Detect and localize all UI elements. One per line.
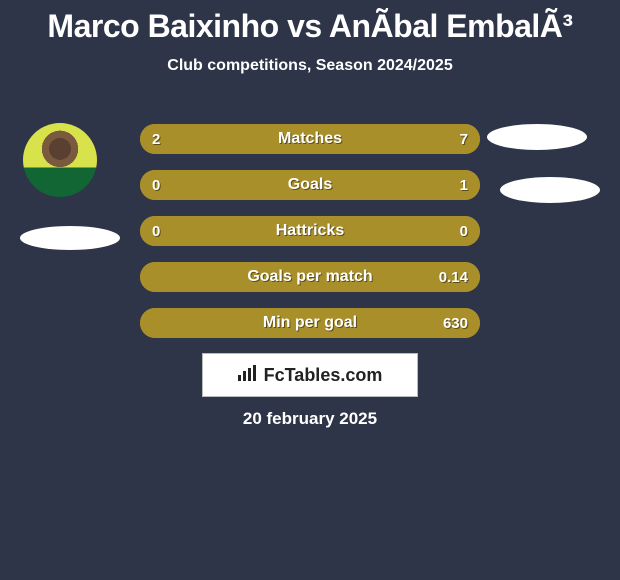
- player-right-club-oval: [500, 177, 600, 203]
- stat-bar-right-value: 1: [460, 170, 468, 200]
- stat-bar: Matches27: [140, 124, 480, 154]
- brand-box[interactable]: FcTables.com: [202, 353, 418, 397]
- stat-bar-right-fill: [140, 262, 480, 292]
- page-subtitle: Club competitions, Season 2024/2025: [0, 57, 620, 75]
- stat-bar-right-fill: [215, 124, 480, 154]
- player-left-club-oval: [20, 226, 120, 250]
- footer-date: 20 february 2025: [0, 409, 620, 429]
- stat-bar-left-value: 2: [152, 124, 160, 154]
- stat-bar-left-value: 0: [152, 216, 160, 246]
- stat-bar-right-value: 0: [460, 216, 468, 246]
- stat-bar-right-value: 7: [460, 124, 468, 154]
- brand-chart-icon: [238, 365, 258, 386]
- stat-bar: Goals per match0.14: [140, 262, 480, 292]
- stat-bar-right-value: 630: [443, 308, 468, 338]
- brand-text: FcTables.com: [264, 365, 383, 386]
- stat-bars: Matches27Goals01Hattricks00Goals per mat…: [140, 124, 480, 354]
- player-right-avatar-oval: [487, 124, 587, 150]
- stat-bar: Hattricks00: [140, 216, 480, 246]
- stat-bar-left-value: 0: [152, 170, 160, 200]
- player-left-avatar: [23, 123, 97, 197]
- stat-bar-right-fill: [310, 216, 480, 246]
- page-title: Marco Baixinho vs AnÃ­bal EmbalÃ³: [0, 0, 620, 45]
- stat-bar-right-fill: [140, 308, 480, 338]
- stat-bar-right-fill: [140, 170, 480, 200]
- comparison-widget: Marco Baixinho vs AnÃ­bal EmbalÃ³ Club c…: [0, 0, 620, 580]
- stat-bar: Min per goal630: [140, 308, 480, 338]
- stat-bar: Goals01: [140, 170, 480, 200]
- stat-bar-left-fill: [140, 216, 310, 246]
- stat-bar-right-value: 0.14: [439, 262, 468, 292]
